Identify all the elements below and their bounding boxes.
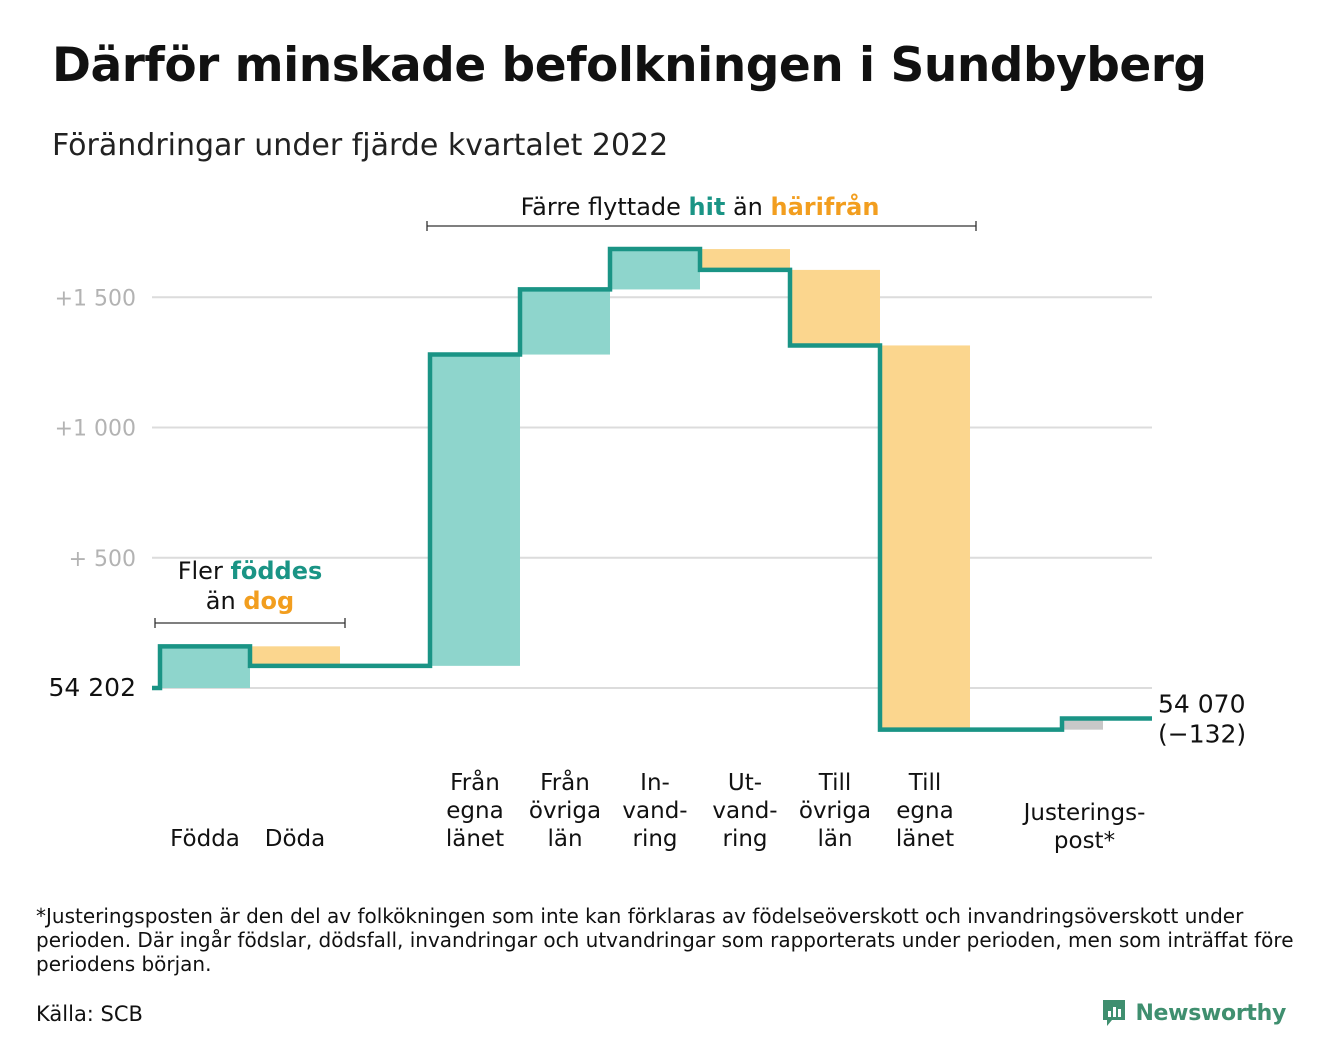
bar-invandring — [610, 249, 700, 290]
bar-fodda — [160, 646, 250, 688]
bar-justering — [1062, 718, 1103, 730]
end-change-label: (−132) — [1158, 719, 1246, 748]
grid-lines — [152, 296, 1152, 689]
annotation-births-line2: än dog — [206, 587, 294, 615]
y-tick-label: +1 500 — [55, 286, 136, 311]
category-labels: Födda Döda Från egna länet Från övriga län In-va… — [170, 768, 1145, 854]
bar-till-egna — [880, 345, 970, 730]
running-total-line — [152, 246, 1152, 732]
y-tick-label: + 500 — [69, 547, 136, 572]
end-value-label: 54 070 — [1158, 689, 1245, 718]
bar-till-ovriga — [790, 269, 880, 346]
category-label-fran-egna: Från egna länet — [446, 768, 504, 852]
y-tick-label: +1 000 — [55, 417, 136, 442]
running-total-path — [152, 246, 1152, 732]
category-label-invandring: In-vand-ring — [622, 770, 687, 852]
brand-name: Newsworthy — [1135, 1000, 1286, 1026]
chart-subtitle: Förändringar under fjärde kvartalet 2022 — [52, 128, 669, 163]
waterfall-chart: + 500 +1 000 +1 500 54 202 Födda Döda Från egn… — [49, 192, 1247, 854]
bars — [160, 249, 1103, 730]
category-label-till-egna: Till egna länet — [896, 770, 954, 852]
category-label-justering: Justerings-post* — [1022, 800, 1146, 854]
annotation-births-line1: Fler föddes — [178, 557, 323, 585]
start-value-label: 54 202 — [49, 673, 136, 702]
footnote: *Justeringsposten är den del av folkökni… — [36, 904, 1294, 976]
bar-fran-ovriga — [520, 289, 610, 355]
category-label-fodda: Födda — [170, 826, 240, 852]
bar-fran-egna — [430, 354, 520, 666]
category-label-utvandring: Ut-vand-ring — [712, 770, 777, 852]
bar-utvandring — [700, 249, 790, 270]
category-label-doda: Döda — [265, 826, 325, 852]
category-label-till-ovriga: Till övriga län — [799, 770, 871, 852]
category-label-fran-ovriga: Från övriga län — [529, 768, 601, 852]
end-labels: 54 070(−132) — [1158, 689, 1246, 748]
newsworthy-chart-icon — [1103, 1000, 1126, 1026]
y-axis-ticks: + 500 +1 000 +1 500 54 202 — [49, 286, 136, 702]
annotation-moves: Färre flyttade hit än härifrån — [521, 192, 880, 221]
source-note: Källa: SCB — [36, 1002, 143, 1026]
bar-doda — [250, 646, 340, 666]
brand-logo: Newsworthy — [1101, 998, 1286, 1028]
chart-title: Därför minskade befolkningen i Sundbyber… — [52, 38, 1207, 93]
